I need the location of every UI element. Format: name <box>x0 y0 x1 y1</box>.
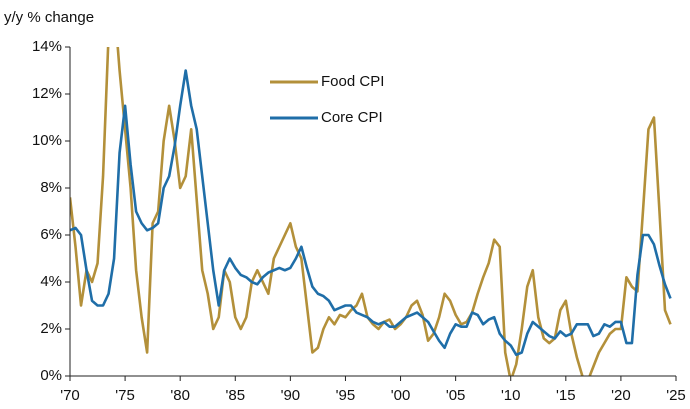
y-tick-label: 4% <box>40 273 62 290</box>
x-tick-label: '00 <box>391 387 411 404</box>
x-tick-label: '20 <box>611 387 631 404</box>
legend-label: Core CPI <box>321 109 383 126</box>
y-tick-label: 10% <box>32 132 62 149</box>
y-tick-label: 0% <box>40 367 62 384</box>
x-tick-label: '10 <box>501 387 521 404</box>
x-tick-label: '95 <box>336 387 356 404</box>
x-tick-label: '75 <box>115 387 135 404</box>
data-line <box>70 69 672 357</box>
y-tick-label: 14% <box>32 38 62 55</box>
x-tick-label: '15 <box>556 387 576 404</box>
plot-area <box>70 47 672 376</box>
legend-label: Food CPI <box>321 73 384 90</box>
y-tick-label: 2% <box>40 320 62 337</box>
x-tick-label: '05 <box>446 387 466 404</box>
y-tick-label: 12% <box>32 85 62 102</box>
x-tick-label: '85 <box>225 387 245 404</box>
x-tick-label: '70 <box>60 387 80 404</box>
y-axis-title: y/y % change <box>4 9 94 26</box>
x-tick-label: '80 <box>170 387 190 404</box>
x-tick-label: '25 <box>666 387 686 404</box>
y-tick-label: 8% <box>40 179 62 196</box>
y-tick-label: 6% <box>40 226 62 243</box>
x-tick-label: '90 <box>281 387 301 404</box>
